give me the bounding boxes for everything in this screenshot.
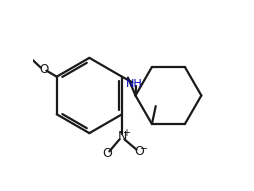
Text: O: O: [134, 146, 144, 159]
Text: O: O: [39, 63, 48, 76]
Text: O: O: [102, 147, 112, 160]
Text: N: N: [117, 130, 127, 143]
Text: −: −: [139, 144, 148, 154]
Text: NH: NH: [126, 79, 142, 89]
Text: +: +: [122, 128, 130, 138]
